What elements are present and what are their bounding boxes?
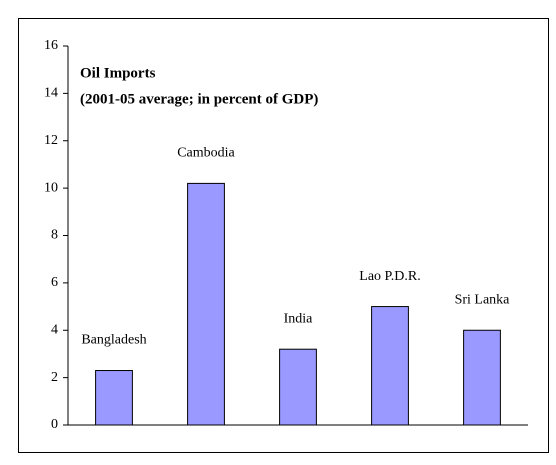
- bar: [279, 348, 317, 426]
- category-label: India: [284, 311, 314, 326]
- category-label: Cambodia: [177, 146, 235, 161]
- chart-subtitle: (2001-05 average; in percent of GDP): [80, 91, 318, 107]
- bar: [371, 306, 409, 426]
- chart-title: Oil Imports: [80, 65, 156, 81]
- category-label: Lao P.D.R.: [359, 269, 420, 284]
- y-tick-label: 10: [44, 180, 58, 195]
- y-tick-label: 14: [44, 86, 58, 101]
- y-tick-label: 12: [44, 133, 58, 148]
- y-tick-label: 16: [44, 38, 58, 53]
- y-tick-label: 4: [51, 322, 58, 337]
- bar: [95, 370, 133, 426]
- category-label: Sri Lanka: [455, 292, 511, 307]
- y-tick-label: 2: [51, 370, 58, 385]
- bar: [463, 329, 501, 426]
- y-tick-label: 6: [51, 275, 58, 290]
- y-tick-label: 8: [51, 228, 58, 243]
- bar: [187, 182, 225, 426]
- y-tick-label: 0: [51, 417, 58, 432]
- category-label: Bangladesh: [81, 333, 146, 348]
